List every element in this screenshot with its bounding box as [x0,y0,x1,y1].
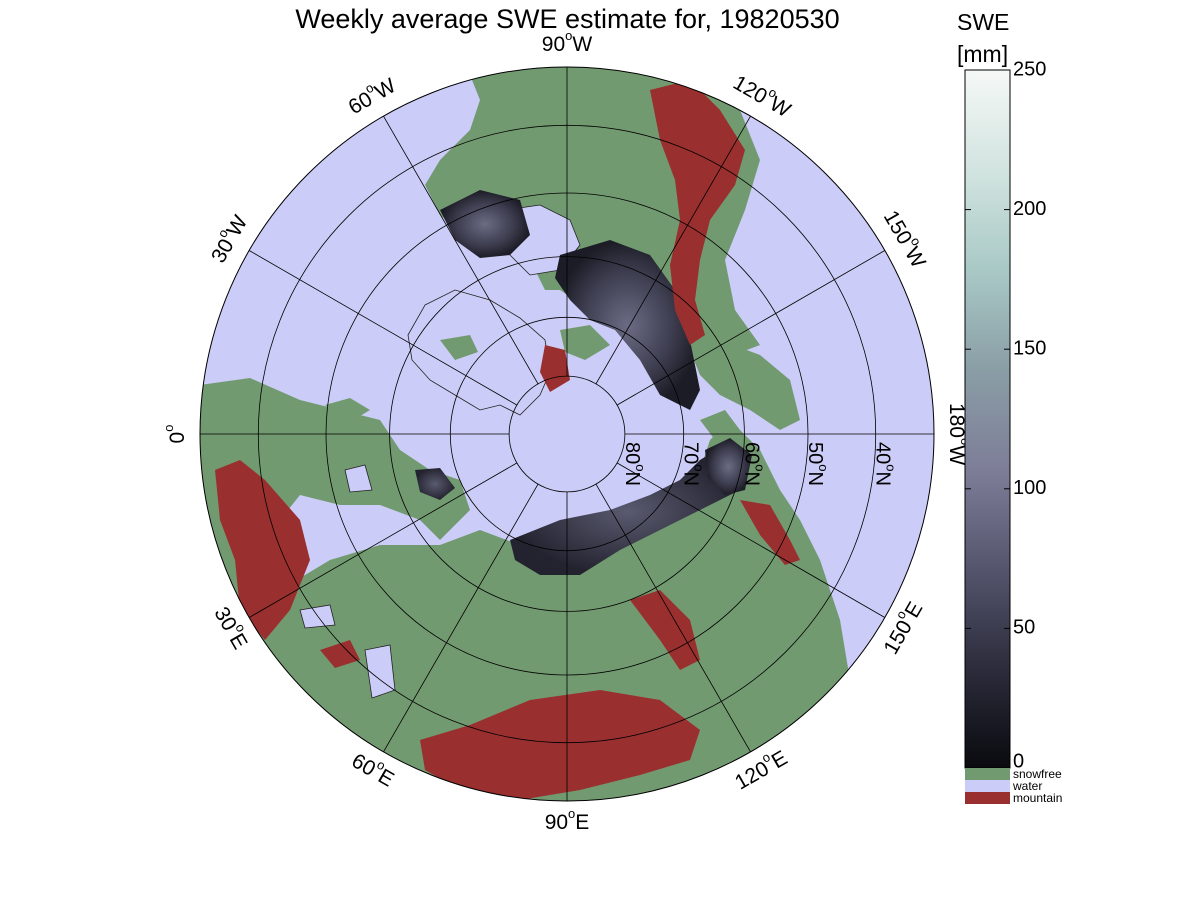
greenland-icecap [407,289,551,416]
eurasia-landmass [240,420,850,801]
colorbar-title: SWE [mm] [957,6,1009,70]
baltic-sea [344,464,373,493]
map-boundary [199,66,935,802]
legend-label-water: water [1012,779,1042,793]
meridian-line [383,115,539,384]
latitude-label: 50oN [804,442,831,486]
latitude-label: 70oN [679,442,706,486]
mountain-alps-europe [215,460,310,640]
colorbar-tick-label: 100 [1013,477,1046,499]
scandinavia-landmass [368,455,440,515]
meridian-line [383,484,539,752]
meridian-line [595,484,751,752]
legend-swatch-snowfree [965,768,1010,780]
latitude-label: 60oN [740,442,767,486]
mountain-siberia [630,590,700,670]
map-disc [200,67,934,801]
latitude-label: 80oN [621,442,648,486]
latitude-labels: 80oN 70oN 60oN 50oN 40oN [621,442,899,486]
longitude-label: 150oE [875,596,927,658]
alaska-landmass [690,340,800,430]
iceland [440,335,478,360]
meridian-line [248,462,517,618]
meridian-line [248,250,517,406]
longitude-label: 90oE [545,806,590,833]
snow-cover-chukotka [705,438,752,495]
snow-cover-arctic-canada [555,240,700,410]
mountain-central-asia [420,690,700,800]
arctic-island [325,398,370,422]
colorbar-title-unit: [mm] [957,41,1009,67]
black-sea [299,604,336,629]
colorbar-tick-label: 150 [1013,337,1046,359]
legend-label-mountain: mountain [1013,791,1062,805]
longitude-label: 0o [161,425,188,444]
legend-swatch-mountain [965,792,1010,804]
map-title: Weekly average SWE estimate for, 1982053… [295,4,840,34]
colorbar-tick-label: 50 [1013,617,1035,639]
mountain-greenland-east [540,345,570,392]
legend-swatch-water [965,780,1010,792]
colorbar-gradient [964,69,1011,769]
colorbar-tick-label: 200 [1013,198,1046,220]
snow-cover-scandinavia [415,468,455,500]
arctic-island [700,410,740,440]
colorbar-title-variable: SWE [957,9,1010,35]
mountain-rockies [650,80,745,345]
mountain-east-asia [740,500,800,565]
mountain-caucasus [320,640,360,668]
graticule [200,67,934,801]
meridian-line [595,115,751,384]
meridian-line [617,462,885,618]
colorbar-tick-label: 0 [1013,750,1024,772]
colorbar-tick-label: 250 [1013,58,1046,80]
latitude-label: 40oN [871,442,898,486]
colorbar-ticks: 0 50 100 150 200 250 [965,58,1046,772]
meridian-line [617,250,885,406]
snow-cover-siberia [510,448,745,575]
legend-label-snowfree: snowfree [1013,767,1062,781]
longitude-label: 90oW [542,28,593,55]
arctic-island [560,325,610,360]
snow-cover-canada [440,190,530,258]
